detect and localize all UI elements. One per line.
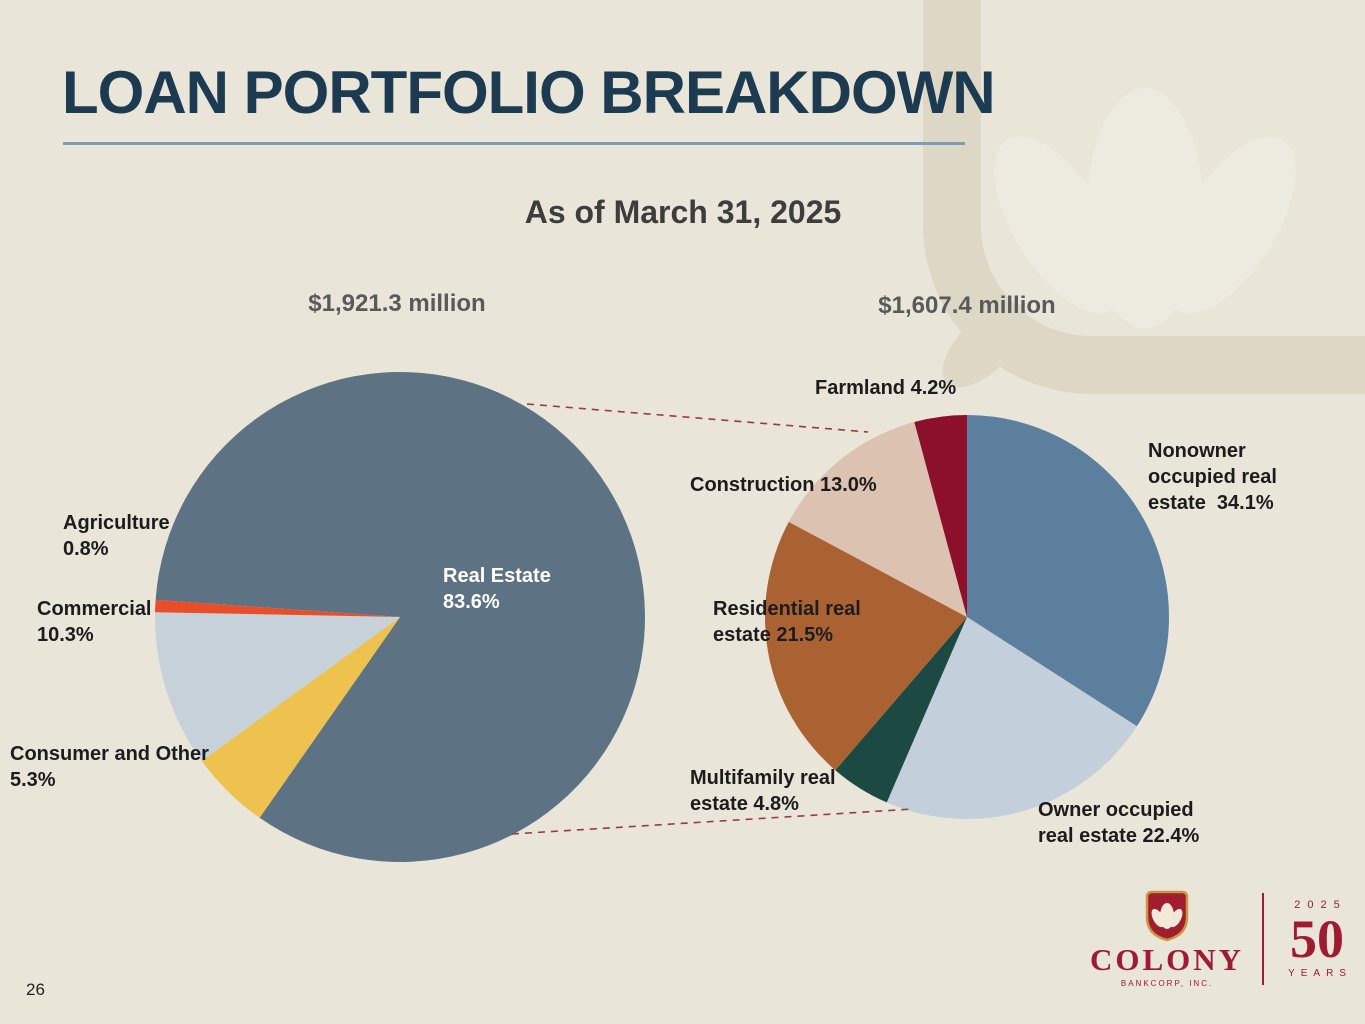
- label-nonowner-occupied: Nonowner occupied real estate 34.1%: [1148, 440, 1277, 514]
- right-pie-total: $1,607.4 million: [878, 292, 1056, 319]
- pie-realestate-slice-residential-real-estate: [765, 521, 967, 771]
- title-underline: [63, 142, 965, 145]
- label-residential: Residential real estate 21.5%: [713, 598, 861, 646]
- colony-logo-name: COLONY: [1090, 942, 1245, 977]
- anniversary-mark: 2025 50 YEARS: [1282, 890, 1352, 988]
- pie-realestate-slice-owner-occupied-real-estate: [886, 617, 1137, 820]
- pie-realestate-slice-farmland: [914, 415, 967, 617]
- connector-lines: [511, 403, 914, 835]
- colony-logo: COLONY BANKCORP, INC. 2025 50 YEARS: [1090, 890, 1352, 988]
- label-farmland: Farmland 4.2%: [815, 377, 957, 399]
- page-number: 26: [26, 980, 45, 999]
- colony-logo-left: COLONY BANKCORP, INC.: [1090, 890, 1244, 988]
- anniversary-years-label: YEARS: [1288, 967, 1352, 979]
- label-commercial: Commercial 10.3%: [37, 598, 152, 646]
- slide-subtitle: As of March 31, 2025: [524, 194, 842, 230]
- label-agriculture: Agriculture 0.8%: [63, 512, 170, 560]
- label-multifamily: Multifamily real estate 4.8%: [690, 767, 836, 815]
- connector-line-bottom: [511, 808, 914, 835]
- pie-realestate-slice-nonowner-occupied-real-estate: [967, 414, 1170, 727]
- colony-logo-subtext: BANKCORP, INC.: [1120, 978, 1214, 988]
- logo-divider: [1262, 893, 1265, 985]
- anniversary-number: 50: [1290, 908, 1345, 969]
- page-title: LOAN PORTFOLIO BREAKDOWN: [62, 59, 996, 126]
- label-construction: Construction 13.0%: [690, 474, 877, 496]
- pie-portfolio-slice-consumer-and-other: [201, 617, 400, 818]
- pie-realestate-slice-multifamily-real-estate: [835, 617, 967, 803]
- pie-portfolio-slice-real-estate: [155, 372, 646, 863]
- pie-portfolio-slice-commercial: [155, 612, 400, 761]
- anniversary-year: 2025: [1294, 898, 1347, 911]
- label-owner-occupied: Owner occupied real estate 22.4%: [1038, 799, 1200, 847]
- label-real-estate: Real Estate 83.6%: [443, 565, 551, 613]
- pie-realestate-slice-construction: [788, 421, 967, 617]
- label-consumer-and-other: Consumer and Other 5.3%: [10, 743, 209, 791]
- watermark-lotus-icon: [923, 0, 1365, 394]
- pie-charts: [155, 372, 1170, 863]
- connector-line-top: [526, 403, 869, 433]
- left-pie-total: $1,921.3 million: [308, 290, 486, 317]
- colony-shield-icon: [1145, 890, 1189, 942]
- pie-portfolio-slice-agriculture: [155, 599, 400, 617]
